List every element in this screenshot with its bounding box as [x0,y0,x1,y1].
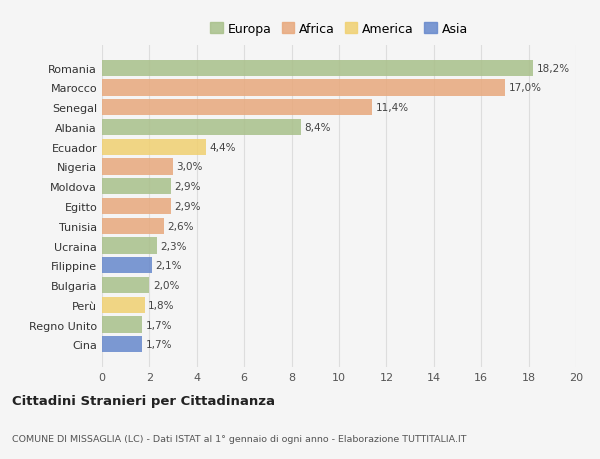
Bar [102,297,145,313]
Bar [102,257,152,274]
Text: Cittadini Stranieri per Cittadinanza: Cittadini Stranieri per Cittadinanza [12,394,275,407]
Text: 2,6%: 2,6% [167,221,194,231]
Text: 4,4%: 4,4% [210,142,236,152]
Text: 1,8%: 1,8% [148,300,175,310]
Legend: Europa, Africa, America, Asia: Europa, Africa, America, Asia [208,20,470,38]
Text: 18,2%: 18,2% [537,64,570,73]
Bar [102,277,149,293]
Bar [102,61,533,77]
Bar [102,140,206,156]
Text: 17,0%: 17,0% [508,83,541,93]
Bar [102,336,142,353]
Text: 1,7%: 1,7% [146,340,172,349]
Text: 11,4%: 11,4% [376,103,409,113]
Text: 2,3%: 2,3% [160,241,187,251]
Text: 2,1%: 2,1% [155,261,182,271]
Bar [102,80,505,96]
Text: 2,0%: 2,0% [153,280,179,291]
Bar [102,159,173,175]
Bar [102,100,372,116]
Text: 2,9%: 2,9% [174,202,201,212]
Bar [102,218,164,235]
Bar [102,179,171,195]
Text: 1,7%: 1,7% [146,320,172,330]
Bar [102,198,171,215]
Text: 3,0%: 3,0% [176,162,203,172]
Bar [102,317,142,333]
Bar [102,120,301,136]
Text: COMUNE DI MISSAGLIA (LC) - Dati ISTAT al 1° gennaio di ogni anno - Elaborazione : COMUNE DI MISSAGLIA (LC) - Dati ISTAT al… [12,434,467,442]
Text: 8,4%: 8,4% [305,123,331,133]
Bar [102,238,157,254]
Text: 2,9%: 2,9% [174,182,201,192]
